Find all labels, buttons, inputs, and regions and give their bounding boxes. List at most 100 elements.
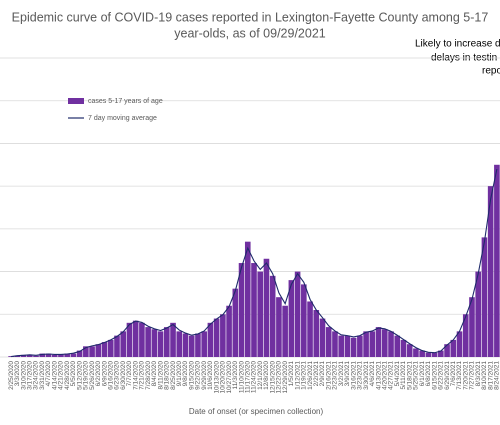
x-tick-label: 4/21/2020: [58, 361, 65, 390]
x-tick-label: 7/14/2020: [132, 361, 139, 390]
bar: [444, 344, 450, 357]
bar: [425, 352, 432, 357]
bar: [176, 331, 183, 357]
x-tick-label: 4/20/2021: [382, 361, 389, 390]
bar: [294, 271, 301, 357]
bar: [64, 353, 70, 357]
bar: [20, 354, 27, 357]
bar: [357, 335, 363, 357]
x-tick-label: 5/5/2020: [70, 361, 77, 387]
x-tick-label: 6/29/2021: [444, 361, 451, 390]
x-tick-label: 3/2/2021: [338, 361, 345, 387]
x-tick-label: 3/30/2021: [363, 361, 370, 390]
x-tick-label: 1/12/2021: [294, 361, 301, 390]
x-tick-label: 2/2/2021: [313, 361, 320, 387]
bar: [369, 331, 376, 357]
annotation: Likely to increase d: [415, 39, 500, 50]
bar: [394, 335, 401, 357]
bar: [419, 350, 425, 357]
bar: [325, 327, 332, 357]
bar: [195, 333, 201, 357]
bar: [276, 297, 282, 357]
x-tick-label: 5/18/2021: [406, 361, 413, 390]
x-tick-label: 5/19/2020: [83, 361, 90, 390]
bar: [301, 284, 307, 357]
x-tick-label: 8/4/2020: [151, 361, 158, 387]
moving-average-line: [11, 168, 498, 358]
bar: [462, 314, 469, 357]
x-tick-label: 5/26/2020: [89, 361, 96, 390]
bar: [126, 322, 133, 357]
chart-title: year-olds, as of 09/29/2021: [174, 26, 326, 40]
x-tick-label: 6/22/2021: [438, 361, 445, 390]
x-tick-label: 2/9/2021: [319, 361, 326, 387]
x-tick-label: 4/27/2021: [388, 361, 395, 390]
x-tick-label: 3/31/2020: [39, 361, 46, 390]
bar: [14, 355, 21, 357]
bar: [95, 344, 102, 357]
bar: [201, 331, 207, 357]
bar: [475, 271, 482, 357]
x-tick-label: 3/3/2020: [14, 361, 21, 387]
bar: [319, 318, 326, 357]
legend-label: 7 day moving average: [88, 115, 157, 122]
x-tick-label: 8/10/2021: [481, 361, 488, 390]
x-tick-label: 8/17/2021: [487, 361, 494, 390]
bar: [58, 354, 64, 357]
bar: [487, 186, 494, 357]
x-tick-label: 10/6/2020: [207, 361, 214, 390]
bar: [238, 263, 245, 357]
bar: [251, 263, 257, 357]
bar: [413, 348, 419, 357]
bar: [456, 331, 463, 357]
x-tick-label: 8/3/2021: [475, 361, 482, 387]
bar: [481, 237, 488, 357]
bar: [388, 331, 394, 357]
bar: [338, 335, 344, 357]
bar: [431, 352, 438, 357]
bar: [89, 346, 95, 357]
x-tick-label: 1/26/2021: [307, 361, 314, 390]
x-tick-label: 6/2/2020: [95, 361, 102, 387]
x-tick-label: 6/9/2020: [101, 361, 108, 387]
x-tick-label: 4/6/2021: [369, 361, 376, 387]
x-tick-label: 11/17/2020: [244, 361, 251, 393]
bar: [51, 354, 58, 357]
x-tick-label: 9/22/2020: [195, 361, 202, 390]
x-tick-label: 3/17/2020: [27, 361, 34, 390]
bar: [164, 327, 170, 357]
bar: [332, 331, 338, 357]
x-tick-label: 7/6/2021: [450, 361, 457, 387]
bar: [26, 354, 33, 357]
bar: [232, 288, 239, 357]
x-tick-label: 6/30/2020: [120, 361, 127, 390]
x-tick-label: 4/13/2021: [375, 361, 382, 390]
bar: [244, 241, 251, 357]
x-tick-label: 3/24/2020: [33, 361, 40, 390]
bar: [70, 353, 77, 357]
bar: [132, 320, 139, 357]
x-tick-label: 5/12/2020: [76, 361, 83, 390]
x-tick-label: 2/25/2020: [8, 361, 15, 390]
x-tick-label: 11/3/2020: [232, 361, 239, 390]
bar: [182, 333, 189, 357]
bar: [375, 327, 382, 357]
bar: [288, 280, 295, 357]
x-tick-label: 7/27/2021: [469, 361, 476, 390]
bar: [350, 337, 357, 357]
bar: [188, 335, 195, 357]
x-tick-label: 4/7/2020: [45, 361, 52, 387]
x-tick-label: 2/23/2021: [332, 361, 339, 390]
x-tick-label: 6/8/2021: [425, 361, 432, 387]
x-tick-label: 7/28/2020: [145, 361, 152, 390]
x-tick-label: 10/13/2020: [213, 361, 220, 394]
bar: [263, 258, 270, 357]
bar: [151, 329, 158, 357]
x-tick-label: 7/7/2020: [126, 361, 133, 387]
bar: [101, 342, 108, 357]
bar: [269, 275, 276, 357]
annotation: repo: [482, 66, 500, 77]
x-tick-label: 2/16/2021: [325, 361, 332, 390]
x-tick-label: 3/10/2020: [20, 361, 27, 390]
